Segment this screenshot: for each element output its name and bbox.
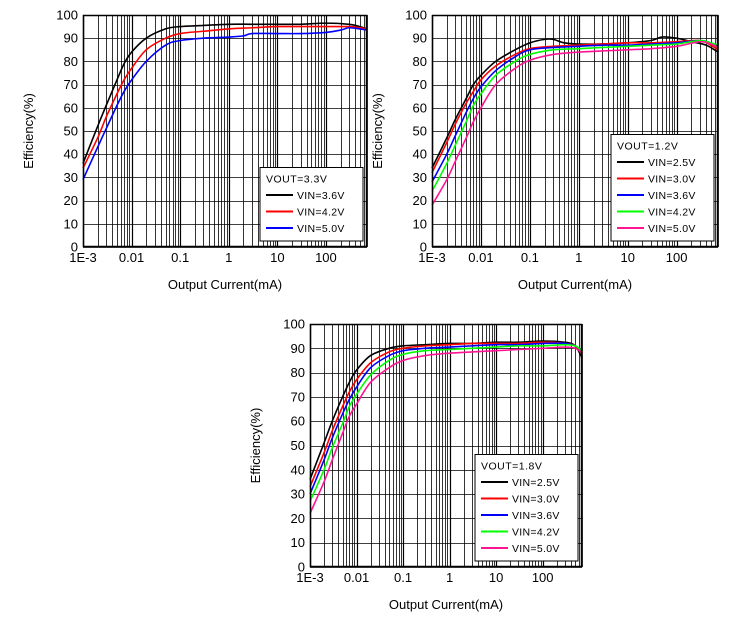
legend-entry: VIN=3.6V — [297, 190, 345, 202]
x-tick-label: 0.1 — [171, 250, 189, 265]
y-tick-label: 20 — [413, 193, 427, 208]
y-tick-label: 100 — [283, 317, 305, 332]
y-tick-label: 90 — [413, 31, 427, 46]
legend-title: VOUT=1.2V — [617, 141, 678, 153]
y-tick-label: 100 — [405, 8, 427, 23]
x-tick-label: 1 — [446, 570, 453, 585]
y-axis-label: Efficiency(%) — [21, 93, 36, 169]
series-line-vin-5-0v — [82, 26, 368, 181]
x-tick-label: 1E-3 — [69, 250, 96, 265]
x-tick-label: 100 — [532, 570, 554, 585]
series-line-vin-3-6v — [431, 39, 719, 183]
legend-entry: VIN=5.0V — [297, 223, 345, 235]
x-tick-label: 10 — [620, 250, 634, 265]
y-tick-label: 20 — [291, 511, 305, 526]
chart-panel-2: 0 10 20 30 40 50 60 70 80 90 100 1E-3 0.01 0.1 1 10 100 O… — [370, 8, 719, 292]
y-axis-label: Efficiency(%) — [370, 93, 385, 169]
legend-entry: VIN=3.0V — [512, 494, 560, 506]
y-tick-label: 10 — [291, 535, 305, 550]
series-line-vin-3-0v — [431, 39, 719, 174]
y-tick-label: 0 — [420, 240, 427, 255]
y-tick-label: 30 — [291, 487, 305, 502]
series-line-vin-2-5v — [309, 340, 583, 480]
legend-title: VOUT=3.3V — [266, 174, 327, 186]
x-tick-label: 100 — [315, 250, 337, 265]
chart-panel-3: 0 10 20 30 40 50 60 70 80 90 100 1E-3 0.01 0.1 1 10 100 O… — [248, 317, 583, 612]
chart-panel-1: 0 10 20 30 40 50 60 70 80 90 100 1E-3 0.01 0.1 1 10 100 O… — [21, 8, 368, 292]
series-line-vin-3-0v — [309, 341, 583, 488]
x-tick-label: 0.1 — [521, 250, 539, 265]
series-line-vin-5-0v — [309, 346, 583, 514]
x-axis-label: Output Current(mA) — [518, 277, 632, 292]
y-tick-label: 10 — [64, 216, 78, 231]
legend-box — [610, 134, 715, 242]
y-tick-label: 10 — [413, 216, 427, 231]
y-tick-label: 60 — [413, 100, 427, 115]
legend-entry: VIN=5.0V — [512, 543, 560, 555]
legend: VOUT=1.8V VIN=2.5V VIN=3.0V VIN=3.6V VIN=4.2… — [474, 454, 579, 562]
legend-entry: VIN=3.6V — [512, 510, 560, 522]
legend-entry: VIN=3.0V — [648, 174, 696, 186]
y-tick-label: 40 — [64, 147, 78, 162]
y-tick-label: 70 — [413, 77, 427, 92]
series-line-vin-3-6v — [309, 342, 583, 495]
y-tick-label: 40 — [413, 147, 427, 162]
y-tick-label: 50 — [64, 124, 78, 139]
x-tick-label: 0.01 — [119, 250, 144, 265]
plot-frame — [309, 323, 583, 568]
y-tick-label: 30 — [64, 170, 78, 185]
x-tick-label: 1E-3 — [418, 250, 445, 265]
legend: VOUT=1.2V VIN=2.5V VIN=3.0V VIN=3.6V VIN=4.2… — [610, 134, 715, 242]
y-tick-label: 20 — [64, 193, 78, 208]
x-tick-label: 10 — [489, 570, 503, 585]
y-tick-label: 50 — [291, 438, 305, 453]
legend-entry: VIN=2.5V — [512, 477, 560, 489]
legend-title: VOUT=1.8V — [481, 461, 542, 473]
y-axis-label: Efficiency(%) — [248, 408, 263, 484]
series-line-vin-4-2v — [431, 39, 719, 192]
series-line-vin-5-0v — [431, 40, 719, 206]
y-tick-label: 50 — [413, 124, 427, 139]
y-tick-label: 0 — [71, 240, 78, 255]
y-tick-label: 80 — [413, 54, 427, 69]
x-tick-label: 0.01 — [468, 250, 493, 265]
series-line-vin-2-5v — [431, 36, 719, 169]
x-tick-label: 10 — [270, 250, 284, 265]
legend-entry: VIN=2.5V — [648, 157, 696, 169]
y-tick-label: 80 — [64, 54, 78, 69]
x-tick-label: 1 — [575, 250, 582, 265]
x-axis-label: Output Current(mA) — [389, 597, 503, 612]
x-axis-label: Output Current(mA) — [168, 277, 282, 292]
legend: VOUT=3.3V VIN=3.6V VIN=4.2V VIN=5.0V — [259, 167, 364, 242]
series-line-vin-4-2v — [309, 343, 583, 502]
legend-box — [474, 454, 579, 562]
legend-entry: VIN=4.2V — [512, 527, 560, 539]
plot-frame — [431, 14, 719, 248]
x-tick-label: 0.01 — [344, 570, 369, 585]
x-tick-label: 1 — [225, 250, 232, 265]
legend-entry: VIN=4.2V — [648, 207, 696, 219]
y-tick-label: 90 — [64, 31, 78, 46]
x-tick-label: 1E-3 — [296, 570, 323, 585]
x-tick-label: 100 — [666, 250, 688, 265]
legend-entry: VIN=4.2V — [297, 207, 345, 219]
y-tick-label: 60 — [64, 100, 78, 115]
legend-entry: VIN=5.0V — [648, 223, 696, 235]
y-tick-label: 60 — [291, 414, 305, 429]
y-tick-label: 70 — [291, 389, 305, 404]
y-tick-label: 80 — [291, 365, 305, 380]
y-tick-label: 0 — [298, 560, 305, 575]
y-tick-label: 40 — [291, 462, 305, 477]
series-line-vin-4-2v — [82, 25, 368, 169]
y-tick-label: 100 — [56, 8, 78, 23]
y-tick-label: 90 — [291, 341, 305, 356]
y-tick-label: 30 — [413, 170, 427, 185]
legend-entry: VIN=3.6V — [648, 190, 696, 202]
x-tick-label: 0.1 — [394, 570, 412, 585]
series-line-vin-3-6v — [82, 22, 368, 164]
y-tick-label: 70 — [64, 77, 78, 92]
plot-frame — [82, 14, 368, 248]
